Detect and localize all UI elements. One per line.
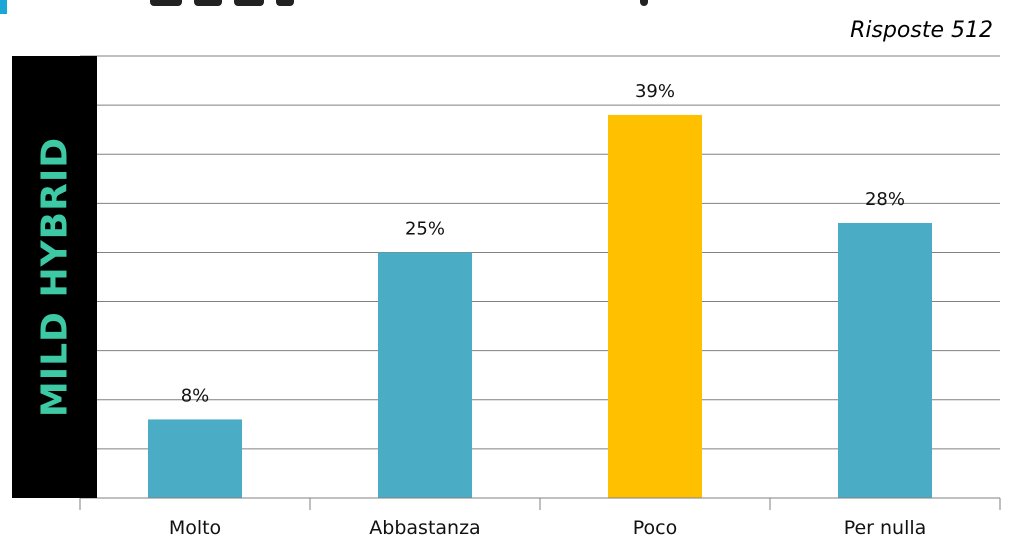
category-label: Molto <box>169 517 221 539</box>
bars <box>148 114 932 498</box>
category-labels: Molto Abbastanza Poco Per nulla <box>169 517 926 539</box>
x-axis <box>79 497 1001 510</box>
value-labels: 8% 25% 39% 28% <box>181 81 905 406</box>
bar-value-label: 39% <box>635 81 675 102</box>
bar-value-label: 28% <box>865 189 905 210</box>
bar-value-label: 8% <box>181 385 210 406</box>
bar-molto <box>148 419 242 498</box>
category-label: Poco <box>633 517 677 539</box>
accent-bar <box>0 0 7 14</box>
category-label: Per nulla <box>844 517 927 539</box>
category-label: Abbastanza <box>369 517 480 539</box>
side-label-text: MILD HYBRID <box>34 136 75 418</box>
bar-per-nulla <box>838 222 932 498</box>
side-label-panel: MILD HYBRID <box>12 56 97 498</box>
bar-abbastanza <box>378 252 472 498</box>
responses-count: Risposte 512 <box>850 18 993 43</box>
bar-poco <box>608 114 702 498</box>
bar-value-label: 25% <box>405 218 445 239</box>
